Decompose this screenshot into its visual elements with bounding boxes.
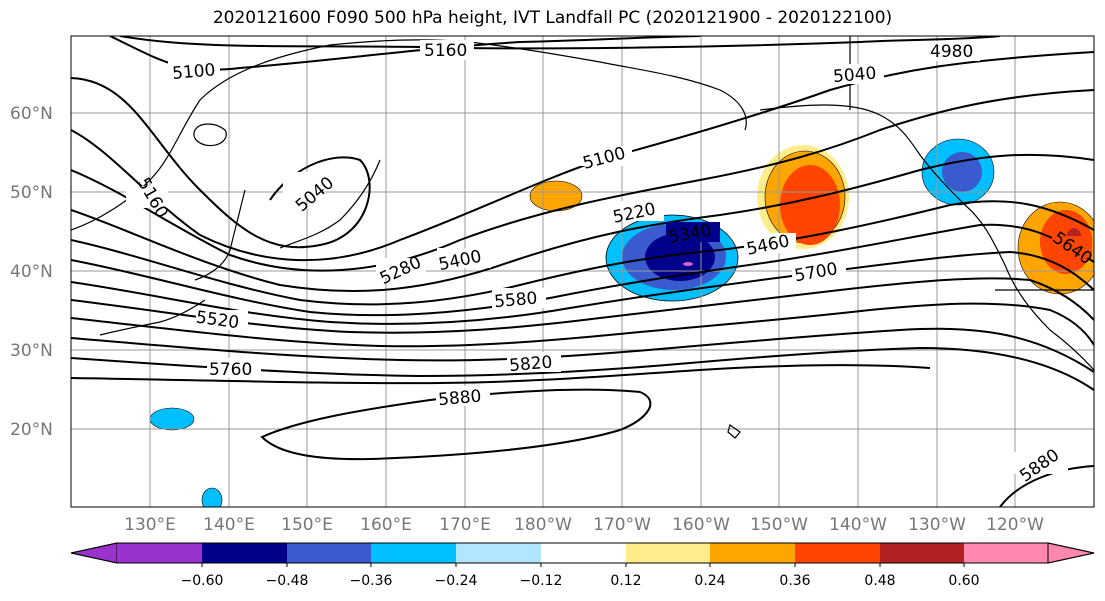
lon-label: 140°W [829, 515, 887, 535]
contour-label: 5880 [1016, 445, 1063, 486]
colorbar-extend-low [70, 542, 118, 564]
lon-label: 160°W [672, 515, 730, 535]
western-pacific-negative [149, 407, 195, 431]
lat-label: 30°N [10, 341, 53, 361]
contour-label: 5760 [209, 360, 252, 380]
lon-label: 170°W [593, 515, 651, 535]
colorbar-tick-label: −0.24 [434, 573, 478, 589]
lat-label: 20°N [10, 420, 53, 440]
colorbar-segment [710, 543, 795, 563]
lon-label: 160°E [360, 515, 412, 535]
colorbar [70, 542, 1095, 567]
lon-label: 130°W [908, 515, 966, 535]
contour-label: 5820 [508, 352, 553, 376]
lon-label: 140°E [203, 515, 255, 535]
colorbar-segment [795, 543, 880, 563]
height-contours [71, 36, 1094, 507]
contour-label: 5100 [171, 60, 216, 84]
lat-label: 40°N [10, 262, 53, 282]
colorbar-segment [456, 543, 541, 563]
contour-label: 5580 [493, 289, 538, 313]
map-title: 2020121600 F090 500 hPa height, IVT Land… [212, 8, 893, 28]
colorbar-segment [880, 543, 964, 563]
lat-label: 50°N [10, 183, 53, 203]
colorbar-tick-label: −0.12 [519, 573, 563, 589]
negative-anomaly-core [645, 233, 715, 281]
lat-label: 60°N [10, 104, 53, 124]
colorbar-tick-label: 0.60 [948, 573, 980, 589]
colorbar-segment [626, 543, 710, 563]
colorbar-segment [371, 543, 456, 563]
colorbar-tick-label: −0.48 [265, 573, 309, 589]
contour-label: 5880 [437, 387, 482, 411]
contour-label: 4980 [930, 42, 973, 62]
colorbar-segment [541, 543, 626, 563]
south-negative-patch [201, 487, 223, 507]
lon-label: 170°E [439, 515, 491, 535]
colorbar-tick-label: −0.36 [349, 573, 393, 589]
colorbar-segment [117, 543, 202, 563]
colorbar-extend-high [1047, 542, 1095, 564]
contour-label-layer: 5100 5160 4980 5040 5040 5160 5100 5220 … [126, 40, 1096, 486]
colorbar-tick-label: 0.48 [864, 573, 896, 589]
colorbar-segment [964, 543, 1048, 563]
contour-label: 5160 [424, 41, 467, 61]
negative-anomaly-peak [683, 262, 693, 266]
coastlines [71, 36, 1094, 439]
map-frame [70, 35, 1095, 508]
lon-label: 180°W [514, 515, 572, 535]
positive-anomaly-core [780, 165, 840, 245]
lon-label: 120°W [986, 515, 1044, 535]
colorbar-segment [202, 543, 287, 563]
colorbar-outline [70, 542, 1095, 564]
colorbar-tick-label: 0.36 [779, 573, 811, 589]
lon-label: 150°W [750, 515, 808, 535]
colorbar-tick-label: −0.60 [180, 573, 224, 589]
lon-label: 130°E [124, 515, 176, 535]
contour-label: 5040 [832, 63, 877, 87]
colorbar-segment [287, 543, 371, 563]
lon-label: 150°E [281, 515, 333, 535]
colorbar-tick-label: 0.24 [694, 573, 726, 589]
colorbar-tick-label: 0.12 [610, 573, 642, 589]
